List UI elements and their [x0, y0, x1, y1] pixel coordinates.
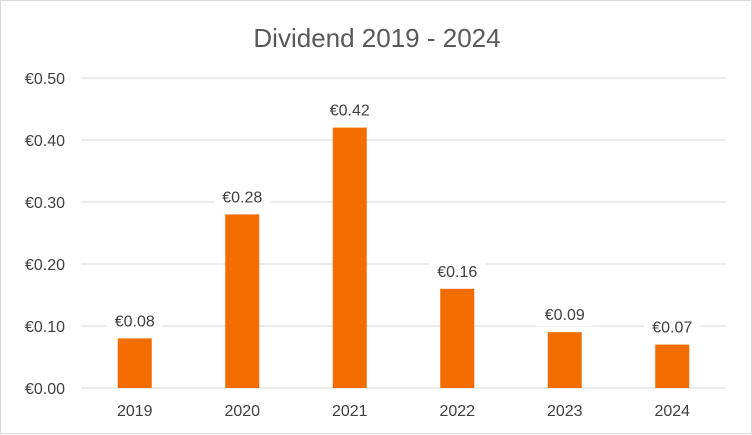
- y-tick-label: €0.50: [25, 71, 65, 88]
- x-tick-label: 2024: [654, 403, 690, 420]
- x-tick-label: 2020: [224, 403, 260, 420]
- y-tick-label: €0.30: [25, 195, 65, 212]
- chart-title: Dividend 2019 - 2024: [253, 23, 500, 53]
- bar-2019: [117, 338, 152, 388]
- data-label: €0.08: [115, 313, 155, 330]
- bar-2022: [440, 288, 475, 388]
- x-tick-label: 2022: [439, 403, 475, 420]
- y-tick-label: €0.20: [25, 257, 65, 274]
- y-tick-label: €0.00: [25, 381, 65, 398]
- data-labels: €0.08 €0.28 €0.42 €0.16 €0.09 €0.07: [106, 99, 701, 339]
- data-label: €0.16: [437, 264, 477, 281]
- data-label: €0.42: [330, 103, 370, 120]
- x-tick-label: 2023: [547, 403, 583, 420]
- x-tick-label: 2021: [332, 403, 368, 420]
- y-axis-ticks: €0.00 €0.10 €0.20 €0.30 €0.40 €0.50: [25, 71, 65, 398]
- data-label-background: [321, 99, 378, 122]
- data-label-background: [214, 186, 271, 209]
- gridlines: [81, 77, 726, 389]
- x-tick-label: 2019: [117, 403, 153, 420]
- data-label-background: [536, 304, 593, 327]
- x-axis-ticks: 2019 2020 2021 2022 2023 2024: [117, 403, 690, 420]
- y-tick-label: €0.10: [25, 319, 65, 336]
- data-label-background: [429, 260, 486, 283]
- bar-2020: [225, 214, 260, 388]
- data-label: €0.28: [222, 189, 262, 206]
- data-label: €0.07: [652, 320, 692, 337]
- bars: [117, 127, 690, 388]
- data-label: €0.09: [545, 307, 585, 324]
- bar-2021: [332, 127, 367, 388]
- y-tick-label: €0.40: [25, 133, 65, 150]
- bar-2024: [655, 344, 690, 388]
- data-label-background: [106, 310, 163, 333]
- bar-2023: [547, 332, 582, 388]
- data-label-background: [644, 316, 701, 339]
